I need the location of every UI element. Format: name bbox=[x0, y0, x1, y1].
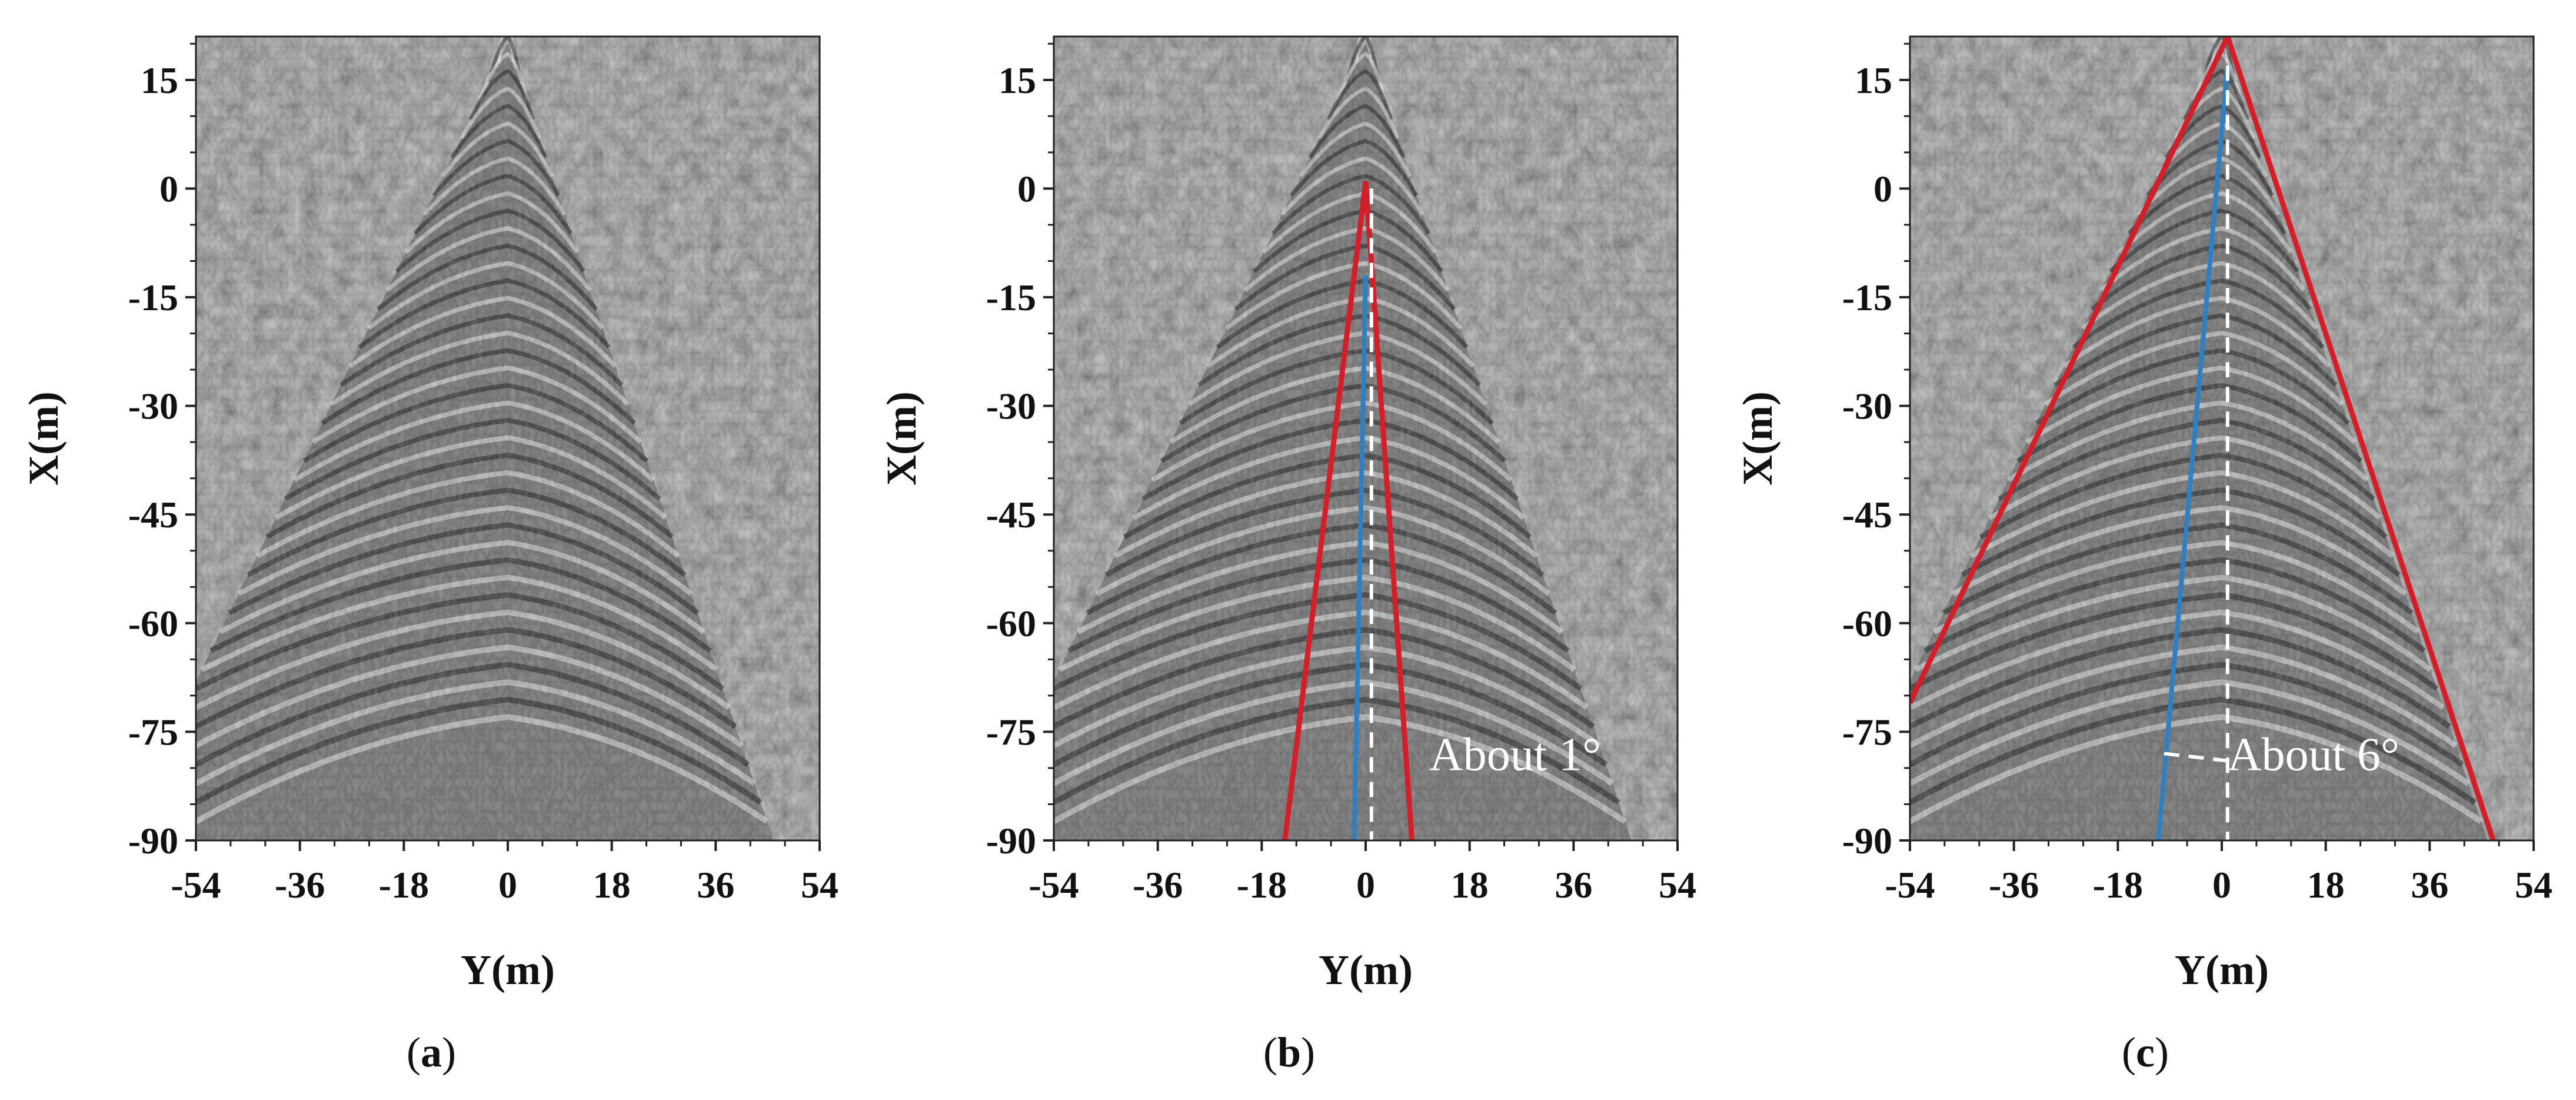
y-tick-label: -45 bbox=[1842, 494, 1892, 536]
overlay-dashed-line bbox=[2164, 752, 2228, 763]
y-tick-label: -90 bbox=[986, 820, 1036, 862]
x-tick-label: 18 bbox=[1451, 864, 1489, 906]
y-tick-label: 15 bbox=[1855, 59, 1892, 101]
x-tick-label: -54 bbox=[171, 864, 221, 906]
x-tick-label: -36 bbox=[1989, 864, 2039, 906]
angle-annotation: About 1° bbox=[1429, 729, 1601, 780]
y-tick-label: -45 bbox=[128, 494, 178, 536]
y-axis-title: X(m) bbox=[1734, 391, 1781, 486]
y-axis-title: X(m) bbox=[878, 391, 925, 486]
overlay-red-line bbox=[1282, 181, 1415, 840]
y-tick-label: -90 bbox=[1842, 820, 1892, 862]
overlay-blue-line bbox=[2156, 65, 2230, 840]
y-tick-label: 15 bbox=[999, 59, 1036, 101]
x-axis-title: Y(m) bbox=[1319, 946, 1413, 993]
x-tick-label: -18 bbox=[379, 864, 429, 906]
x-tick-label: -18 bbox=[2093, 864, 2143, 906]
sar-image bbox=[196, 36, 820, 840]
y-tick-label: -75 bbox=[128, 711, 178, 753]
y-tick-label: -30 bbox=[128, 386, 178, 427]
sar-image bbox=[1054, 36, 1678, 840]
y-tick-label: 15 bbox=[141, 59, 178, 101]
panel-caption: (c) bbox=[2122, 1029, 2169, 1076]
x-tick-label: 54 bbox=[801, 864, 838, 906]
x-tick-label: -36 bbox=[1133, 864, 1183, 906]
x-axis-title: Y(m) bbox=[2175, 946, 2269, 993]
y-tick-label: 0 bbox=[1873, 168, 1892, 210]
y-tick-label: -90 bbox=[128, 820, 178, 862]
x-tick-label: -54 bbox=[1885, 864, 1935, 906]
x-tick-label: 18 bbox=[2307, 864, 2345, 906]
x-tick-label: 54 bbox=[1659, 864, 1696, 906]
y-tick-label: -60 bbox=[128, 603, 178, 644]
y-tick-label: -30 bbox=[1842, 386, 1892, 427]
y-tick-label: 0 bbox=[159, 168, 178, 210]
x-tick-label: 36 bbox=[2411, 864, 2448, 906]
y-tick-label: -30 bbox=[986, 386, 1036, 427]
x-tick-label: -54 bbox=[1029, 864, 1079, 906]
y-tick-label: -15 bbox=[128, 277, 178, 318]
y-axis-title: X(m) bbox=[20, 391, 67, 486]
y-tick-label: -45 bbox=[986, 494, 1036, 536]
panel-a: 15 0 -15 -30 -45 -60 -75 -90-54 -36 -18 0 18 36 54 Y(m… bbox=[20, 35, 838, 1076]
angle-annotation: About 6° bbox=[2228, 729, 2399, 780]
x-tick-label: 36 bbox=[1555, 864, 1592, 906]
y-tick-label: -75 bbox=[986, 711, 1036, 753]
y-tick-label: -60 bbox=[986, 603, 1036, 644]
x-axis-title: Y(m) bbox=[461, 946, 555, 993]
y-tick-label: -60 bbox=[1842, 603, 1892, 644]
y-tick-label: -75 bbox=[1842, 711, 1892, 753]
panel-caption: (a) bbox=[407, 1029, 456, 1076]
overlay-blue-line bbox=[1352, 275, 1368, 840]
x-tick-label: 0 bbox=[498, 864, 517, 906]
x-tick-label: 36 bbox=[697, 864, 734, 906]
y-tick-label: -15 bbox=[1842, 277, 1892, 318]
y-tick-label: -15 bbox=[986, 277, 1036, 318]
overlay-red-line bbox=[1910, 36, 2496, 840]
x-tick-label: 54 bbox=[2515, 864, 2552, 906]
panel-caption: (b) bbox=[1263, 1029, 1315, 1076]
y-tick-label: 0 bbox=[1017, 168, 1036, 210]
sar-image bbox=[1910, 36, 2534, 840]
x-tick-label: 0 bbox=[1356, 864, 1375, 906]
panel-b: About 1° 15 0 -15 -30 -45 -60 -75 -90-54 -36 -18 0 1… bbox=[878, 35, 1696, 1076]
x-tick-label: -36 bbox=[275, 864, 325, 906]
panel-c: About 6° 15 0 -15 -30 -45 -60 -75 -90-54 -36 -18 0 1… bbox=[1734, 35, 2552, 1076]
x-tick-label: 18 bbox=[593, 864, 631, 906]
x-tick-label: -18 bbox=[1237, 864, 1287, 906]
x-tick-label: 0 bbox=[2212, 864, 2231, 906]
